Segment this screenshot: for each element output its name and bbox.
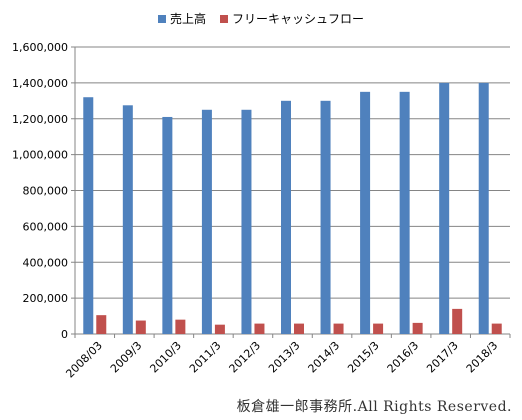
bar-fcf: [294, 323, 304, 334]
bar-fcf: [412, 322, 423, 334]
legend: 売上高 フリーキャッシュフロー: [158, 10, 378, 27]
bar-sales: [122, 105, 133, 334]
y-tick-label: 400,000: [23, 256, 69, 269]
legend-swatch-sales: [158, 14, 166, 23]
x-tick-label: 2009/3: [108, 339, 145, 376]
bar-fcf: [491, 323, 502, 334]
bar-sales: [439, 82, 450, 334]
bar-sales: [478, 82, 489, 334]
bar-sales: [281, 100, 291, 334]
bar-sales: [241, 109, 252, 334]
y-tick-label: 1,600,000: [12, 41, 68, 54]
copyright-text: 板倉雄一郎事務所.All Rights Reserved.: [236, 399, 512, 415]
bar-fcf: [452, 308, 463, 334]
x-tick-label: 2018/3: [464, 339, 501, 376]
bar-sales: [201, 109, 212, 334]
legend-label-sales: 売上高: [170, 12, 207, 26]
y-tick-label: 200,000: [23, 292, 69, 305]
x-tick-label: 2013/3: [266, 339, 303, 376]
legend-item-sales: 売上高: [158, 10, 206, 27]
bar-sales: [162, 116, 173, 334]
x-tick-label: 2012/3: [227, 339, 264, 376]
x-tick-label: 2010/3: [147, 339, 184, 376]
y-tick-label: 1,200,000: [12, 113, 68, 126]
x-tick-label: 2017/3: [424, 339, 461, 376]
y-tick-label: 0: [61, 328, 68, 341]
legend-item-fcf: フリーキャッシュフロー: [220, 10, 364, 27]
legend-swatch-fcf: [220, 14, 229, 23]
bar-fcf: [175, 319, 186, 334]
x-tick-label: 2015/3: [345, 339, 382, 376]
x-tick-label: 2016/3: [385, 339, 422, 376]
bar-fcf: [96, 315, 107, 334]
bar-fcf: [333, 323, 344, 334]
x-tick-label: 2011/3: [187, 339, 224, 376]
y-tick-label: 600,000: [23, 220, 69, 233]
bar-sales: [320, 100, 331, 334]
x-tick-label: 2008/03: [63, 339, 105, 381]
legend-label-fcf: フリーキャッシュフロー: [232, 12, 365, 26]
bar-sales: [399, 91, 410, 334]
bar-sales: [360, 91, 371, 334]
y-tick-label: 1,400,000: [12, 77, 68, 90]
bar-fcf: [373, 323, 384, 334]
x-tick-label: 2014/3: [306, 339, 343, 376]
bar-fcf: [254, 323, 265, 334]
bar-fcf: [214, 324, 225, 334]
bar-sales: [83, 97, 94, 334]
bar-fcf: [135, 320, 146, 334]
y-tick-label: 800,000: [23, 185, 69, 198]
y-tick-label: 1,000,000: [12, 149, 68, 162]
